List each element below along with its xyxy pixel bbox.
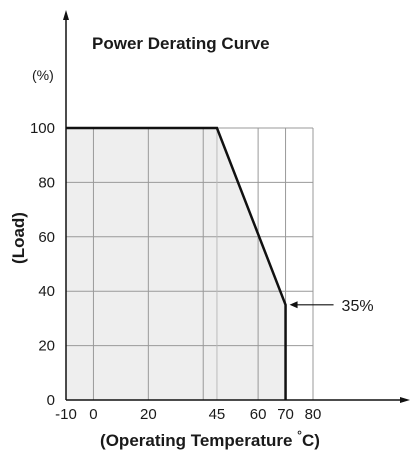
y-tick-label: 40 <box>38 283 55 300</box>
y-tick-label: 60 <box>38 229 55 246</box>
x-axis-label: (Operating Temperature °C) <box>100 428 320 450</box>
x-tick-label: 0 <box>89 406 97 423</box>
x-axis-label-main: (Operating Temperature <box>100 431 297 450</box>
y-tick-label: 80 <box>38 174 55 191</box>
annotation-label: 35% <box>342 298 374 315</box>
x-tick-label: -10 <box>55 406 77 423</box>
y-axis-arrow <box>63 10 69 20</box>
x-tick-label: 70 <box>277 406 294 423</box>
y-tick-label: 100 <box>30 120 55 137</box>
operating-area <box>66 128 286 400</box>
x-axis-label-unit: C) <box>302 431 320 450</box>
x-tick-label: 45 <box>209 406 226 423</box>
x-axis-arrow <box>400 397 410 403</box>
x-tick-label: 20 <box>140 406 157 423</box>
x-tick-label: 60 <box>250 406 267 423</box>
operating-area-fill <box>66 128 286 400</box>
annotations: 35% <box>290 298 374 315</box>
y-tick-label: 20 <box>38 338 55 355</box>
annotation-arrowhead <box>290 301 298 308</box>
chart-title: Power Derating Curve <box>92 34 270 53</box>
y-unit-label: (%) <box>32 67 54 83</box>
x-tick-label: 80 <box>305 406 322 423</box>
y-tick-label: 0 <box>47 392 55 409</box>
y-axis-label: (Load) <box>9 212 28 264</box>
